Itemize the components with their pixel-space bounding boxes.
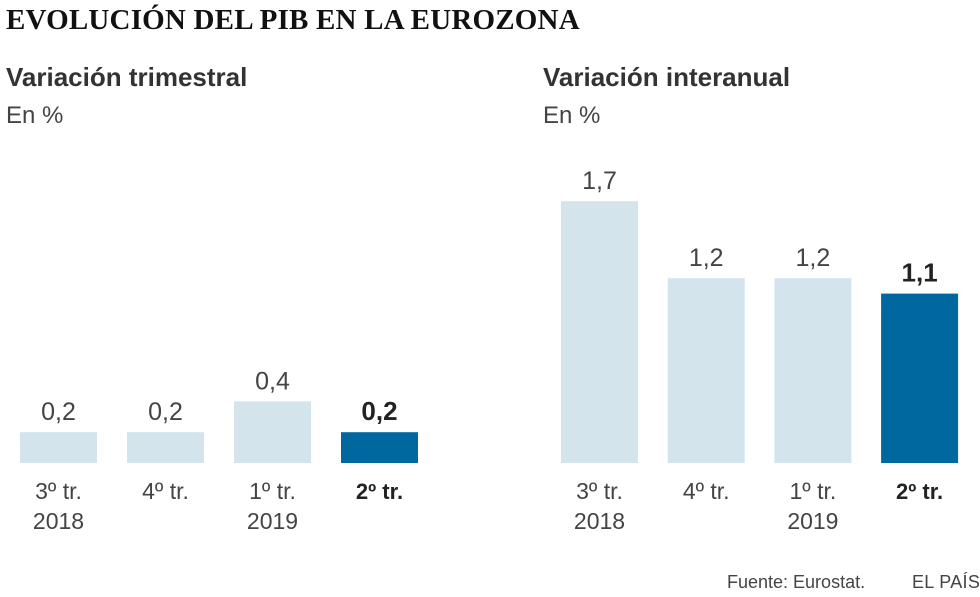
- category-label: 2º tr.: [896, 479, 943, 504]
- value-label: 1,1: [902, 258, 938, 288]
- value-label: 0,2: [148, 398, 183, 426]
- panel-right-title: Variación interanual: [543, 62, 791, 92]
- year-label: 2018: [574, 508, 625, 534]
- value-label: 0,4: [255, 367, 290, 395]
- bar-trimestral-0: [20, 432, 97, 463]
- year-label: 2019: [787, 508, 838, 534]
- category-label: 3º tr.: [35, 478, 82, 504]
- category-label: 4º tr.: [683, 478, 730, 504]
- year-label: 2018: [33, 508, 84, 534]
- category-label: 1º tr.: [790, 478, 837, 504]
- bar-trimestral-2: [234, 401, 311, 463]
- source-note: Fuente: Eurostat.: [727, 572, 866, 592]
- bar-trimestral-1: [127, 432, 204, 463]
- year-label: 2019: [247, 508, 298, 534]
- value-label: 0,2: [41, 398, 76, 426]
- bar-interanual-1: [667, 278, 745, 463]
- category-label: 2º tr.: [356, 479, 403, 504]
- panel-left-title: Variación trimestral: [6, 62, 248, 92]
- brand-credit: EL PAÍS: [912, 572, 980, 592]
- value-label: 0,2: [361, 396, 397, 426]
- bar-interanual-3: [881, 293, 959, 463]
- value-label: 1,2: [689, 244, 724, 272]
- bar-trimestral-3: [341, 432, 418, 463]
- category-label: 3º tr.: [576, 478, 623, 504]
- bar-interanual-2: [774, 278, 852, 463]
- value-label: 1,2: [796, 244, 831, 272]
- category-label: 1º tr.: [249, 478, 296, 504]
- value-label: 1,7: [582, 167, 617, 195]
- panel-left-unit: En %: [6, 102, 64, 129]
- category-label: 4º tr.: [142, 478, 189, 504]
- panel-right-unit: En %: [543, 102, 601, 129]
- bar-interanual-0: [561, 201, 638, 463]
- chart-title: EVOLUCIÓN DEL PIB EN LA EUROZONA: [6, 4, 580, 36]
